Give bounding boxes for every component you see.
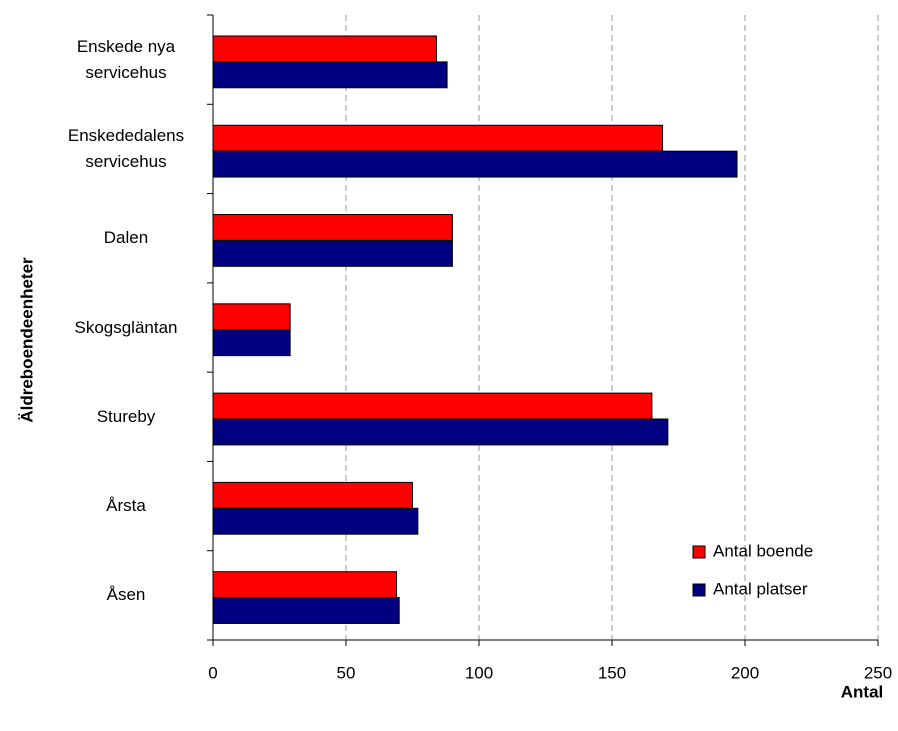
legend-swatch [692,545,706,559]
bar [212,124,664,152]
x-tick-label: 0 [208,663,217,682]
legend-label: Antal platser [713,579,808,598]
bar [212,150,738,178]
y-tick-label: Enskede nya servicehus [76,36,176,82]
x-tick-label: 150 [598,663,626,682]
bar [212,61,448,89]
bar [212,571,398,599]
legend-swatch [692,583,706,597]
y-tick-label: Åsen [106,585,146,605]
y-tick-label: Enskededalens servicehus [67,125,185,171]
bar [212,35,437,63]
bar [212,481,413,509]
bar [212,418,669,446]
x-tick-label: 200 [731,663,759,682]
x-tick-label: 250 [864,663,892,682]
x-tick-label: 100 [465,663,493,682]
bar [212,597,400,624]
bar [212,392,653,420]
y-tick-label: Årsta [106,496,146,516]
bar [212,303,291,331]
bar [212,214,453,241]
bar [212,507,419,535]
legend-label: Antal boende [713,541,813,560]
x-tick-label: 50 [337,663,356,682]
bar [212,329,291,357]
x-axis-title: Antal [841,682,884,701]
y-axis-title: Äldreboendeenheter [17,257,36,423]
y-tick-label: Stureby [96,406,156,426]
y-tick-label: Skogsgläntan [74,317,178,337]
bar [212,239,453,267]
y-tick-label: Dalen [103,228,149,248]
